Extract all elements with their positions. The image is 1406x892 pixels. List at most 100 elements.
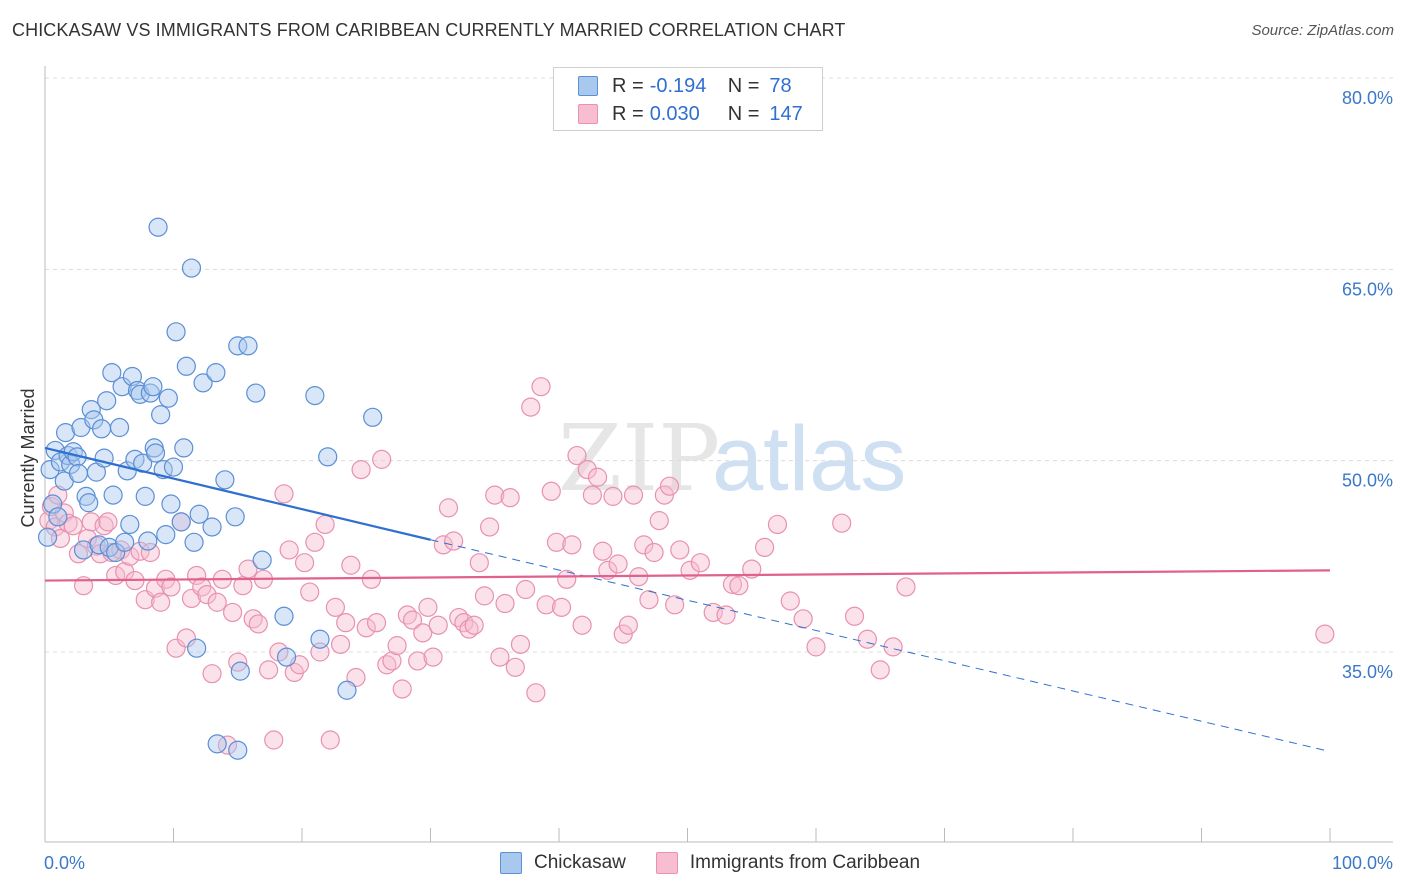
data-point (356, 618, 376, 638)
data-point (73, 540, 94, 560)
data-point (58, 513, 78, 533)
legend-r-label: R = (612, 102, 644, 125)
data-point (98, 512, 118, 532)
data-point (305, 386, 325, 406)
data-point (377, 655, 397, 675)
data-point (225, 507, 245, 527)
data-point (505, 657, 525, 677)
data-point (91, 419, 112, 439)
data-point (444, 531, 464, 551)
data-point (618, 615, 638, 635)
data-point (189, 504, 209, 524)
data-point (577, 459, 597, 480)
data-point (665, 595, 685, 615)
data-point (557, 569, 577, 589)
data-point (844, 606, 865, 626)
watermark: ZIP atlas (558, 405, 906, 512)
data-point (305, 532, 325, 552)
data-point (112, 377, 132, 397)
data-point (521, 397, 541, 417)
legend-swatch-caribbean (578, 104, 598, 124)
data-point (587, 467, 608, 487)
data-point (742, 559, 762, 579)
data-point (99, 537, 119, 558)
data-point (184, 532, 204, 552)
data-point (767, 514, 788, 535)
data-point (361, 569, 381, 589)
data-point (567, 445, 587, 466)
data-point (659, 476, 680, 496)
data-point (238, 336, 258, 356)
y-tick-label: 65.0% (1342, 279, 1393, 299)
data-point (469, 553, 489, 573)
legend-item-chickasaw[interactable]: Chickasaw (500, 852, 626, 874)
data-point (81, 512, 101, 532)
data-point (608, 554, 628, 574)
data-point (166, 638, 186, 658)
data-point (372, 449, 392, 469)
data-point (274, 606, 294, 626)
data-point (857, 629, 878, 649)
trend-line-solid (44, 446, 431, 541)
data-point (109, 417, 130, 438)
legend-label-caribbean: Immigrants from Caribbean (689, 852, 921, 873)
data-point (428, 615, 448, 635)
data-point (140, 542, 160, 563)
data-point (166, 322, 186, 342)
data-point (413, 623, 433, 643)
data-point (300, 582, 320, 602)
data-point (320, 730, 340, 750)
data-point (433, 535, 453, 555)
legend-item-caribbean[interactable]: Immigrants from Caribbean (655, 852, 921, 874)
data-point (536, 595, 556, 615)
data-point (223, 602, 243, 623)
data-point (171, 512, 191, 532)
data-point (102, 363, 122, 383)
data-point (252, 550, 272, 570)
data-point (654, 485, 674, 505)
data-point (68, 463, 89, 484)
legend-r-label: R = (612, 74, 644, 97)
data-point (562, 535, 582, 555)
data-point (258, 660, 279, 680)
data-point (156, 525, 176, 545)
data-point (716, 605, 736, 625)
data-point (163, 457, 184, 477)
data-point (115, 532, 135, 552)
data-point (896, 577, 916, 597)
data-point (151, 405, 171, 425)
data-point (690, 553, 710, 573)
series-chickasaw (37, 217, 383, 760)
series-legend: Chickasaw Immigrants from Caribbean (500, 852, 950, 874)
data-point (143, 377, 163, 397)
axis-labels: 80.0% 65.0% 50.0% 35.0% 0.0% 100.0% Currently … (18, 88, 1393, 873)
data-point (94, 516, 114, 536)
data-point (644, 542, 664, 563)
data-point (474, 586, 495, 606)
data-point (37, 527, 58, 547)
data-point (202, 517, 222, 537)
data-point (649, 511, 669, 531)
axes (44, 66, 1393, 843)
data-point (318, 447, 338, 467)
data-point (639, 590, 659, 610)
data-point (246, 383, 266, 403)
legend-row-caribbean: R = 0.030 N = 147 (578, 102, 803, 126)
watermark-atlas: atlas (712, 408, 906, 510)
data-point (729, 576, 749, 596)
legend-r-value: -0.194 (649, 74, 707, 97)
y-axis-title: Currently Married (18, 388, 38, 527)
legend-swatch-chickasaw (500, 852, 522, 874)
data-point (341, 555, 361, 575)
data-point (325, 597, 346, 617)
data-point (174, 438, 194, 458)
data-point (145, 443, 166, 463)
data-point (294, 553, 315, 573)
data-point (130, 541, 150, 561)
data-point (276, 647, 297, 667)
data-point (572, 615, 592, 635)
data-point (161, 577, 181, 597)
data-point (206, 363, 226, 383)
data-point (243, 609, 263, 629)
data-point (613, 624, 633, 644)
